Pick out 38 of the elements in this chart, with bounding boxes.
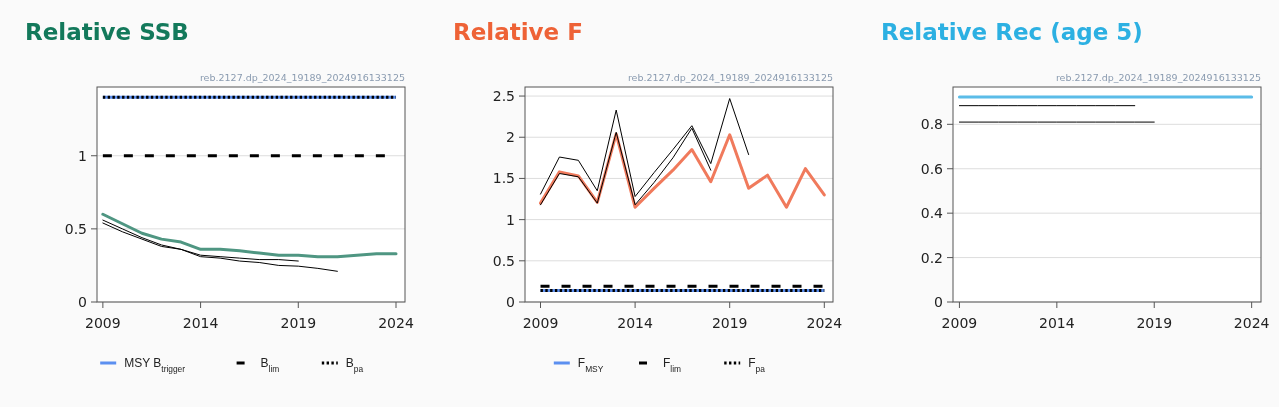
y-tick-label: 0.8 bbox=[920, 116, 943, 133]
y-tick-label: 1.5 bbox=[492, 170, 515, 187]
x-tick-label: 2024 bbox=[1233, 315, 1270, 331]
text: reb.2127.dp_2024_19189_2024916133125 bbox=[1055, 72, 1261, 83]
legend-label: B$_{pa}$ bbox=[345, 356, 364, 374]
y-tick-label: 2.5 bbox=[492, 88, 515, 105]
legend-label: B$_{lim}$ bbox=[260, 356, 280, 374]
x-tick-label: 2019 bbox=[711, 315, 748, 331]
x-tick-label: 2014 bbox=[182, 315, 219, 331]
x-tick-label: 2024 bbox=[806, 315, 843, 331]
x-tick-label: 2019 bbox=[280, 315, 317, 331]
x-tick-label: 2014 bbox=[617, 315, 654, 331]
x-tick-label: 2024 bbox=[378, 315, 414, 331]
y-tick-label: 2 bbox=[506, 129, 515, 146]
x-tick-label: 2009 bbox=[941, 315, 978, 331]
y-tick-label: 1 bbox=[78, 147, 87, 164]
legend-label: MSY B$_{trigger}$ bbox=[124, 356, 186, 374]
x-tick-label: 2009 bbox=[85, 315, 121, 331]
y-tick-label: 0 bbox=[78, 294, 87, 310]
x-tick-label: 2014 bbox=[1039, 315, 1075, 331]
y-tick-label: 0 bbox=[934, 294, 943, 310]
y-tick-label: 0.5 bbox=[64, 220, 87, 237]
chart-title: Relative SSB bbox=[25, 19, 189, 45]
y-tick-label: 0.6 bbox=[920, 160, 944, 177]
legend-label: F$_{MSY}$ bbox=[577, 356, 604, 374]
x-tick-label: 2019 bbox=[1136, 315, 1173, 331]
text: reb.2127.dp_2024_19189_2024916133125 bbox=[199, 72, 405, 83]
legend-label: F$_{pa}$ bbox=[748, 356, 766, 374]
y-tick-label: 0.5 bbox=[492, 252, 515, 269]
y-tick-label: 0.4 bbox=[920, 205, 944, 222]
y-tick-label: 0.2 bbox=[920, 249, 943, 266]
x-tick-label: 2009 bbox=[522, 315, 559, 331]
text: reb.2127.dp_2024_19189_2024916133125 bbox=[627, 72, 833, 83]
y-tick-label: 1 bbox=[506, 211, 515, 228]
chart-title: Relative F bbox=[453, 19, 583, 45]
chart-title: Relative Rec (age 5) bbox=[881, 19, 1143, 45]
y-tick-label: 0 bbox=[506, 294, 515, 310]
legend-label: F$_{lim}$ bbox=[663, 356, 682, 374]
